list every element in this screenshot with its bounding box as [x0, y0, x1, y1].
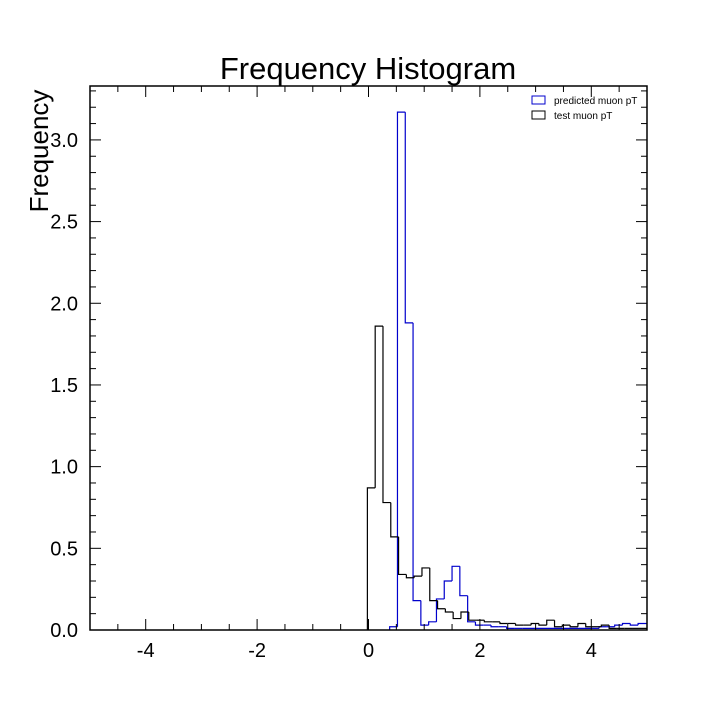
- bin-test-muon-pt-24: [553, 620, 563, 628]
- bin-predicted-muon-pt-1: [396, 111, 406, 627]
- bin-predicted-muon-pt-10: [467, 595, 476, 623]
- bin-test-muon-pt-2: [382, 326, 391, 504]
- bin-test-muon-pt-22: [538, 623, 547, 626]
- bin-test-muon-pt-26: [569, 625, 578, 628]
- y-tick-label: 1.0: [50, 457, 78, 479]
- legend-label-predicted-muon-pt: predicted muon pT: [554, 96, 637, 107]
- bin-predicted-muon-pt-2: [404, 112, 414, 324]
- bin-test-muon-pt-28: [585, 623, 594, 628]
- bin-test-muon-pt-27: [577, 622, 586, 627]
- bin-test-muon-pt-8: [429, 567, 438, 602]
- y-tick-label: 0.0: [50, 620, 78, 642]
- bin-test-muon-pt-1: [374, 325, 383, 488]
- bin-predicted-muon-pt-7: [443, 580, 453, 599]
- x-tick-label: 2: [474, 640, 485, 662]
- bin-test-muon-pt-25: [561, 624, 571, 627]
- legend-swatch-predicted-muon-pt: [531, 95, 546, 105]
- bin-predicted-muon-pt-24: [637, 622, 647, 626]
- series-test-muon-pt: [366, 325, 647, 630]
- axes: -4 -2 0 2 4 0.0 0.5 1.0 1.5 2.0 2.5 3.0: [50, 86, 648, 662]
- bin-test-muon-pt-15: [483, 620, 493, 623]
- y-tick-label: 2.5: [50, 212, 78, 234]
- bin-test-muon-pt-13: [468, 612, 477, 621]
- bin-test-muon-pt-11: [452, 612, 461, 620]
- bin-predicted-muon-pt-6: [435, 598, 445, 622]
- y-tick-label: 1.5: [50, 375, 78, 397]
- bin-predicted-muon-pt-23: [629, 623, 639, 626]
- y-tick-label: 3.0: [50, 130, 78, 152]
- bin-predicted-muon-pt-11: [474, 621, 484, 626]
- bin-test-muon-pt-6: [413, 575, 422, 578]
- bin-predicted-muon-pt-13: [490, 625, 499, 628]
- bin-test-muon-pt-4: [397, 536, 407, 576]
- bin-predicted-muon-pt-8: [451, 565, 460, 581]
- x-tick-label: -4: [137, 640, 155, 662]
- bin-predicted-muon-pt-15: [506, 626, 515, 629]
- bin-predicted-muon-pt-0: [389, 626, 398, 630]
- bin-predicted-muon-pt-21: [614, 624, 623, 627]
- bin-test-muon-pt-17: [499, 621, 508, 625]
- y-axis-label: Frequency: [24, 90, 54, 213]
- bin-predicted-muon-pt-22: [621, 622, 631, 626]
- bin-test-muon-pt-21: [530, 622, 539, 626]
- bin-predicted-muon-pt-5: [428, 621, 437, 626]
- series-predicted-muon-pt: [389, 111, 647, 630]
- bin-test-muon-pt-3: [390, 502, 399, 538]
- bin-test-muon-pt-12: [460, 611, 469, 619]
- bin-test-muon-pt-9: [436, 600, 446, 610]
- bin-test-muon-pt-31: [608, 625, 617, 629]
- bin-test-muon-pt-30: [600, 624, 610, 627]
- legend-swatch-test-muon-pt: [531, 110, 546, 120]
- plot-area: [366, 111, 647, 630]
- bin-test-muon-pt-19: [514, 623, 524, 626]
- x-tick-label: 4: [586, 640, 597, 662]
- bin-test-muon-pt-10: [444, 608, 454, 613]
- bin-predicted-muon-pt-3: [412, 322, 421, 602]
- chart-title: Frequency Histogram: [220, 51, 516, 86]
- x-tick-label: -2: [248, 640, 266, 662]
- plot-frame: [89, 85, 648, 631]
- y-tick-label: 2.0: [50, 293, 78, 315]
- bin-predicted-muon-pt-9: [459, 566, 468, 597]
- bin-test-muon-pt-7: [421, 567, 430, 577]
- bin-test-muon-pt-23: [546, 619, 555, 626]
- x-tick-label: 0: [363, 640, 374, 662]
- legend: predicted muon pT test muon pT: [531, 95, 637, 122]
- legend-label-test-muon-pt: test muon pT: [554, 111, 612, 122]
- bin-test-muon-pt-5: [405, 574, 415, 579]
- bin-test-muon-pt-0: [366, 487, 376, 630]
- bin-predicted-muon-pt-4: [420, 600, 429, 626]
- y-tick-label: 0.5: [50, 538, 78, 560]
